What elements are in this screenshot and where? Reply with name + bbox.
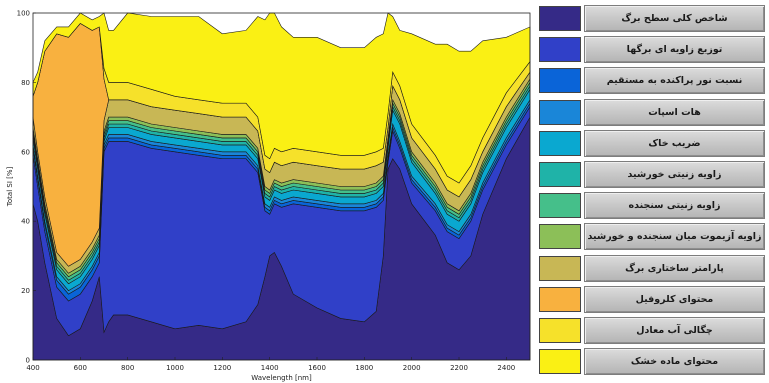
y-tick-label: 40 — [21, 218, 30, 226]
x-tick-label: 1400 — [261, 364, 279, 372]
legend-item[interactable]: توزیع زاویه ای برگها — [537, 36, 767, 64]
x-tick-label: 800 — [121, 364, 134, 372]
legend-label[interactable]: چگالی آب معادل — [584, 317, 765, 344]
x-tick-label: 400 — [26, 364, 39, 372]
y-tick-label: 60 — [21, 148, 30, 156]
legend-item[interactable]: زاویه زنیتی خورشید — [537, 161, 767, 188]
plot-frame — [32, 12, 531, 361]
legend-label[interactable]: ضریب خاک — [584, 129, 765, 157]
legend-label[interactable]: زاویه زنیتی خورشید — [584, 161, 765, 188]
x-tick-label: 600 — [74, 364, 87, 372]
legend-swatch — [539, 286, 581, 312]
stacked-area-chart: 400 600 800 1000 1200 1400 1600 1800 2000 2200 240… — [6, 10, 531, 382]
x-tick-label: 2400 — [497, 364, 515, 372]
legend-item[interactable]: چگالی آب معادل — [537, 317, 767, 344]
y-tick-label: 0 — [26, 357, 30, 365]
legend-swatch — [539, 130, 581, 156]
x-tick-label: 1000 — [166, 364, 184, 372]
legend-item[interactable]: شاخص کلی سطح برگ — [537, 5, 767, 32]
legend-swatch — [539, 68, 581, 94]
legend-item[interactable]: محتوای ماده خشک — [537, 348, 767, 376]
y-tick-label: 100 — [17, 10, 30, 18]
legend-item[interactable]: پارامتر ساختاری برگ — [537, 254, 767, 282]
plot-areas — [32, 12, 531, 361]
legend-label[interactable]: محتوای کلروفیل — [584, 285, 765, 313]
legend-label[interactable]: زاویه زنیتی سنجنده — [584, 192, 765, 220]
legend-item[interactable]: محتوای کلروفیل — [537, 285, 767, 313]
legend-swatch — [539, 349, 581, 375]
chart-panel: 400 600 800 1000 1200 1400 1600 1800 2000 2200 240… — [6, 10, 531, 382]
x-tick-label: 1600 — [308, 364, 326, 372]
x-axis-ticks: 400 600 800 1000 1200 1400 1600 1800 2000 2200 240… — [26, 357, 515, 372]
legend-swatch — [539, 318, 581, 343]
legend-label[interactable]: محتوای ماده خشک — [584, 348, 765, 376]
legend-swatch — [539, 193, 581, 219]
legend-item[interactable]: زاویه زنیتی سنجنده — [537, 192, 767, 220]
legend-swatch — [539, 255, 581, 281]
legend: شاخص کلی سطح برگ توزیع زاویه ای برگها نسبت… — [537, 5, 767, 381]
legend-label[interactable]: شاخص کلی سطح برگ — [584, 5, 765, 32]
y-tick-label: 20 — [21, 287, 30, 295]
legend-swatch — [539, 99, 581, 125]
y-axis-ticks: 0 20 40 60 80 100 — [17, 10, 36, 365]
legend-item[interactable]: نسبت نور پراکنده به مستقیم — [537, 67, 767, 95]
x-axis-label: Wavelength [nm] — [251, 374, 312, 382]
legend-label[interactable]: پارامتر ساختاری برگ — [584, 254, 765, 282]
legend-item[interactable]: هات اسپات — [537, 98, 767, 126]
legend-swatch — [539, 224, 581, 250]
legend-swatch — [539, 162, 581, 187]
y-axis-label: Total SI [%] — [6, 167, 14, 208]
x-tick-label: 1800 — [355, 364, 373, 372]
x-tick-label: 2200 — [450, 364, 468, 372]
legend-label[interactable]: زاویه آزیموت میان سنجنده و خورشید — [584, 223, 765, 251]
legend-item[interactable]: ضریب خاک — [537, 129, 767, 157]
legend-label[interactable]: توزیع زاویه ای برگها — [584, 36, 765, 64]
x-tick-label: 1200 — [213, 364, 231, 372]
legend-swatch — [539, 37, 581, 63]
legend-label[interactable]: هات اسپات — [584, 98, 765, 126]
x-tick-label: 2000 — [403, 364, 421, 372]
legend-item[interactable]: زاویه آزیموت میان سنجنده و خورشید — [537, 223, 767, 251]
legend-swatch — [539, 6, 581, 31]
y-tick-label: 80 — [21, 79, 30, 87]
legend-label[interactable]: نسبت نور پراکنده به مستقیم — [584, 67, 765, 95]
